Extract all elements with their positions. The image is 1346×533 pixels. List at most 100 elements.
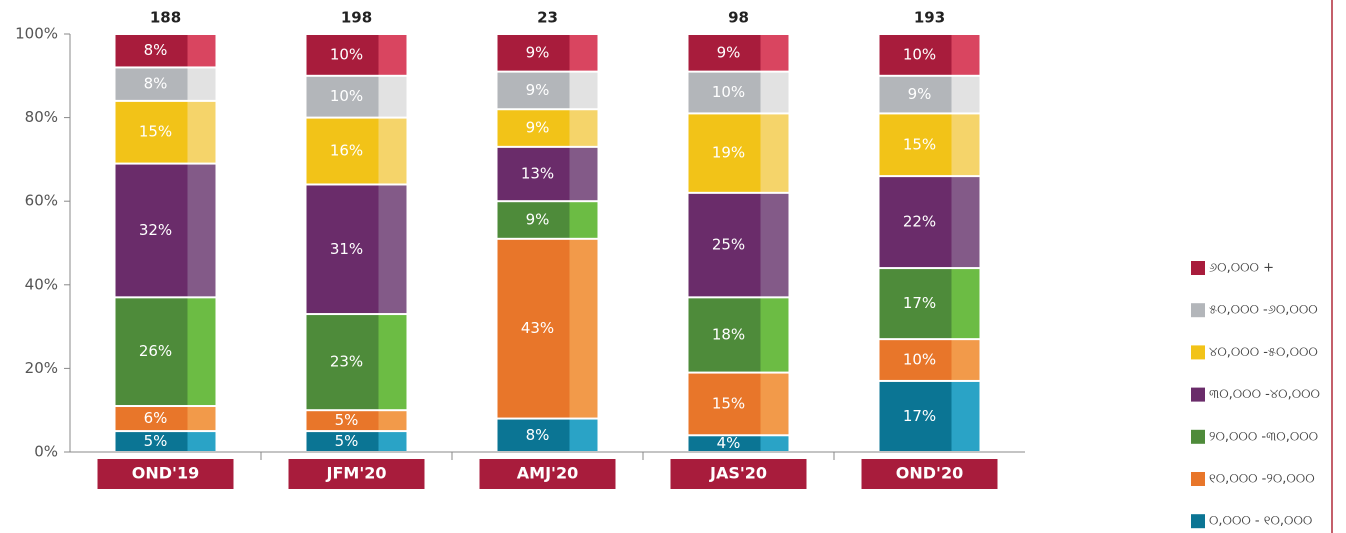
bar-side <box>951 340 980 380</box>
bar-segment <box>115 101 188 163</box>
value-label: 15% <box>903 135 936 153</box>
y-tick-label: 100% <box>15 25 58 43</box>
bar-side <box>378 185 407 314</box>
bar-side <box>569 202 598 238</box>
bar-segment <box>497 35 570 71</box>
legend-swatch <box>1191 303 1205 318</box>
bar-side <box>569 147 598 201</box>
bar-segment <box>115 35 188 67</box>
bar-segment <box>306 76 379 117</box>
value-label: 9% <box>717 43 741 61</box>
legend-swatch <box>1191 472 1205 486</box>
value-label: 22% <box>903 213 936 231</box>
value-label: 9% <box>526 43 550 61</box>
x-tick-label: JFM'20 <box>326 464 387 483</box>
legend-label: ୬୦,୦୦୦ + <box>1209 261 1274 276</box>
total-label: 193 <box>914 9 945 27</box>
bar-side <box>951 76 980 113</box>
bar-segment <box>688 436 761 451</box>
bar-segment <box>115 432 188 451</box>
category-box <box>670 459 807 489</box>
legend-label: ୨୦,୦୦୦ -୩୦,୦୦୦ <box>1209 429 1318 444</box>
value-label: 5% <box>144 432 168 450</box>
bar-segment <box>497 147 570 201</box>
bar-side <box>760 193 789 297</box>
value-label: 43% <box>521 319 554 337</box>
value-label: 10% <box>330 45 363 63</box>
bar-side <box>951 177 980 268</box>
bar-side <box>378 411 407 431</box>
legend-swatch <box>1191 387 1205 402</box>
bar-side <box>760 436 789 451</box>
value-label: 13% <box>521 165 554 183</box>
category-box <box>479 459 616 489</box>
category-box <box>97 459 234 489</box>
legend-swatch <box>1191 345 1205 360</box>
bar-side <box>569 110 598 146</box>
value-label: 10% <box>330 87 363 105</box>
bar-segment <box>688 193 761 297</box>
bar-segment <box>688 72 761 113</box>
bar-segment <box>688 35 761 71</box>
value-label: 16% <box>330 142 363 160</box>
bar-side <box>760 72 789 113</box>
bar-side <box>569 419 598 451</box>
value-label: 8% <box>526 426 550 444</box>
value-label: 10% <box>712 83 745 101</box>
value-label: 8% <box>144 41 168 59</box>
bar-side <box>187 298 216 406</box>
bar-segment <box>306 411 379 431</box>
bar-segment <box>115 68 188 100</box>
x-tick-label: JAS'20 <box>709 464 767 483</box>
bar-segment <box>306 315 379 410</box>
value-label: 10% <box>903 351 936 369</box>
bar-segment <box>115 164 188 297</box>
value-label: 15% <box>712 394 745 412</box>
bar-segment <box>306 118 379 184</box>
bar-side <box>187 432 216 451</box>
value-label: 4% <box>717 434 741 452</box>
bar-side <box>378 432 407 451</box>
y-tick-label: 40% <box>25 275 58 293</box>
bar-segment <box>115 298 188 406</box>
bar-side <box>187 35 216 67</box>
value-label: 26% <box>139 342 172 360</box>
x-tick-label: AMJ'20 <box>517 464 578 483</box>
bar-side <box>187 101 216 163</box>
bar-side <box>760 35 789 71</box>
value-label: 23% <box>330 353 363 371</box>
bar-segment <box>879 177 952 268</box>
bar-segment <box>115 407 188 431</box>
bar-segment <box>497 110 570 146</box>
bar-segment <box>306 185 379 314</box>
legend-label: ୪୦,୦୦୦ -୫୦,୦୦୦ <box>1209 345 1318 360</box>
bar-segment <box>688 373 761 435</box>
value-label: 10% <box>903 45 936 63</box>
total-label: 23 <box>537 9 558 27</box>
value-label: 25% <box>712 236 745 254</box>
bar-side <box>187 164 216 297</box>
bar-segment <box>879 35 952 75</box>
legend-label: ୦,୦୦୦ - ୧୦,୦୦୦ <box>1209 514 1312 529</box>
total-label: 98 <box>728 9 749 27</box>
bar-side <box>760 298 789 372</box>
bar-segment <box>879 269 952 339</box>
value-label: 17% <box>903 407 936 425</box>
bar-side <box>951 269 980 339</box>
x-tick-label: OND'19 <box>132 464 199 483</box>
value-label: 9% <box>908 85 932 103</box>
bar-side <box>760 114 789 192</box>
bar-segment <box>688 298 761 372</box>
value-label: 6% <box>144 409 168 427</box>
value-label: 9% <box>526 119 550 137</box>
value-label: 8% <box>144 75 168 93</box>
y-tick-label: 20% <box>25 359 58 377</box>
legend-swatch <box>1191 261 1205 275</box>
category-box <box>288 459 425 489</box>
bar-side <box>951 35 980 75</box>
total-label: 188 <box>150 9 181 27</box>
bar-segment <box>879 381 952 451</box>
legend-label: ୩୦,୦୦୦ -୪୦,୦୦୦ <box>1209 387 1320 402</box>
legend-label: ୧୦,୦୦୦ -୨୦,୦୦୦ <box>1209 472 1315 487</box>
